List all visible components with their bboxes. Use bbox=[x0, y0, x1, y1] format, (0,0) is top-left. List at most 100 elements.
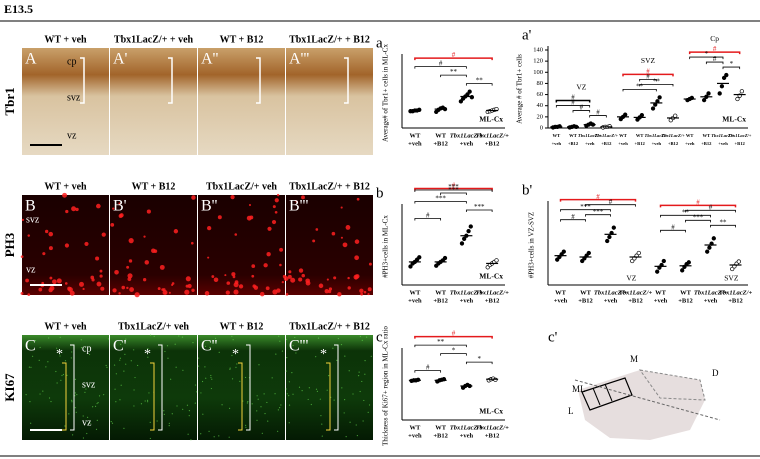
panel-title: Tbx1LacZ/+ veh bbox=[118, 321, 189, 332]
x-tick-label: +B12 bbox=[568, 141, 579, 146]
y-axis-label: #PH3+cells in ML-Cx bbox=[382, 215, 390, 278]
cell-dot bbox=[225, 290, 230, 295]
x-tick-label: +veh bbox=[460, 432, 474, 439]
cell-dot bbox=[232, 339, 234, 341]
cell-dot bbox=[244, 376, 247, 379]
cell-dot bbox=[288, 381, 291, 383]
x-tick-label: +veh bbox=[408, 432, 422, 439]
cell-dot bbox=[34, 339, 37, 342]
cell-dot bbox=[210, 374, 212, 377]
cell-dot bbox=[28, 366, 31, 368]
cell-dot bbox=[333, 276, 337, 280]
data-point bbox=[707, 245, 712, 250]
cell-dot bbox=[333, 399, 335, 401]
cell-dot bbox=[96, 203, 101, 209]
cell-dot bbox=[251, 403, 253, 405]
micrograph bbox=[22, 48, 109, 155]
x-tick-label: WT bbox=[409, 132, 421, 139]
cell-dot bbox=[348, 370, 350, 372]
cell-dot bbox=[264, 412, 266, 415]
y-tick-label: 80 bbox=[537, 80, 544, 87]
significance-label: # bbox=[671, 223, 675, 231]
cell-dot bbox=[59, 336, 61, 338]
cell-dot bbox=[301, 390, 303, 392]
cell-dot bbox=[187, 433, 189, 435]
cell-dot bbox=[326, 278, 329, 281]
cell-dot bbox=[211, 275, 215, 278]
cell-dot bbox=[308, 387, 310, 389]
layer-bracket bbox=[80, 57, 85, 104]
cell-dot bbox=[56, 347, 58, 349]
cell-dot bbox=[48, 397, 51, 399]
x-tick-label: +B12 bbox=[578, 297, 593, 304]
cell-dot bbox=[153, 249, 158, 253]
data-point bbox=[686, 260, 691, 265]
significance-bracket bbox=[559, 198, 637, 202]
significance-label: # bbox=[713, 55, 717, 63]
cell-dot bbox=[92, 406, 94, 408]
cell-dot bbox=[248, 203, 252, 207]
cell-dot bbox=[194, 384, 197, 386]
data-point bbox=[661, 258, 666, 264]
significance-bracket bbox=[414, 218, 442, 221]
significance-label: # bbox=[713, 45, 717, 53]
significance-bracket bbox=[414, 189, 493, 192]
cell-dot bbox=[96, 419, 98, 422]
cell-dot bbox=[213, 277, 219, 283]
cell-dot bbox=[170, 378, 172, 380]
panel-letter: C''' bbox=[289, 338, 308, 355]
note: ML-Cx bbox=[722, 115, 746, 124]
x-tick-label: WT bbox=[686, 133, 694, 138]
significance-label: * bbox=[452, 347, 456, 355]
cell-dot bbox=[204, 366, 206, 368]
cell-dot bbox=[82, 415, 84, 417]
data-point bbox=[735, 96, 740, 102]
cell-dot bbox=[210, 387, 213, 390]
cell-dot bbox=[20, 291, 24, 295]
panel-title: Tbx1LacZ/+ veh bbox=[206, 181, 277, 192]
cell-dot bbox=[321, 435, 323, 437]
cell-dot bbox=[129, 287, 135, 292]
cell-dot bbox=[231, 378, 234, 380]
x-tick-label: Tbx1LacZ/+ bbox=[475, 424, 509, 431]
cell-dot bbox=[315, 388, 318, 390]
cell-dot bbox=[113, 364, 116, 366]
data-point bbox=[655, 269, 660, 274]
cell-dot bbox=[128, 238, 134, 244]
cell-dot bbox=[50, 400, 52, 403]
cell-dot bbox=[175, 366, 177, 368]
significance-label: # bbox=[426, 212, 430, 220]
layer-bracket bbox=[62, 362, 67, 431]
cell-dot bbox=[119, 359, 121, 361]
cell-dot bbox=[279, 406, 281, 409]
x-tick-label: WT bbox=[409, 289, 421, 296]
cell-dot bbox=[226, 281, 231, 285]
cell-dot bbox=[285, 370, 287, 372]
cell-dot bbox=[69, 290, 75, 296]
cell-dot bbox=[173, 229, 179, 234]
cell-dot bbox=[191, 195, 196, 200]
cell-dot bbox=[265, 286, 270, 291]
cell-dot bbox=[75, 207, 79, 212]
cell-dot bbox=[360, 292, 364, 296]
x-tick-label: WT bbox=[569, 133, 577, 138]
cell-dot bbox=[310, 403, 312, 406]
cell-dot bbox=[307, 398, 309, 401]
cell-dot bbox=[147, 348, 149, 350]
cell-dot bbox=[318, 283, 324, 289]
x-tick-label: +veh bbox=[408, 297, 422, 304]
cell-dot bbox=[328, 375, 330, 377]
cell-dot bbox=[201, 380, 204, 383]
cell-dot bbox=[204, 291, 210, 296]
x-tick-label: Tbx1LacZ/+ bbox=[711, 133, 735, 138]
x-tick-label: +B12 bbox=[635, 141, 646, 146]
region-label: L bbox=[568, 406, 574, 416]
cell-dot bbox=[86, 416, 89, 418]
cell-dot bbox=[144, 260, 150, 265]
cell-dot bbox=[285, 338, 288, 340]
x-tick-label: Tbx1LacZ/+ bbox=[450, 289, 484, 296]
cell-dot bbox=[133, 389, 135, 391]
cell-dot bbox=[332, 347, 334, 349]
cell-dot bbox=[30, 422, 32, 424]
cell-dot bbox=[316, 390, 318, 392]
